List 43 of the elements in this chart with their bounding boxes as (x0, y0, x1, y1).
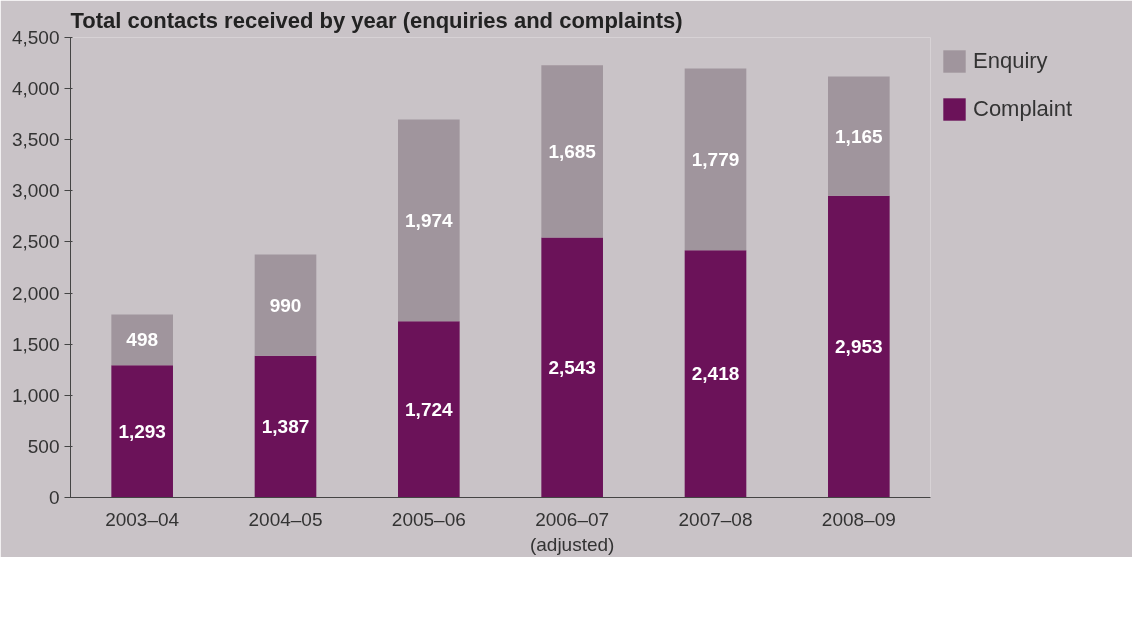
data-label: 990 (269, 294, 302, 316)
bar (684, 250, 747, 498)
bar (398, 119, 460, 322)
x-tick-label: 2003–04 (105, 508, 180, 530)
y-tick-label: 1,000 (11, 384, 60, 406)
y-tick-label: 4,000 (11, 78, 60, 100)
x-tick-label: 2006–07 (adjusted) (529, 508, 615, 555)
legend-label: Complaint (973, 96, 1073, 122)
data-label: 1,293 (118, 420, 166, 442)
bar (254, 254, 317, 356)
bar (541, 237, 603, 498)
data-label: 2,543 (548, 357, 596, 379)
bar (398, 321, 460, 498)
bar (828, 76, 890, 196)
y-tick-label: 3,000 (11, 180, 60, 202)
y-tick-label: 0 (48, 487, 60, 508)
bar (541, 65, 603, 238)
bar (828, 195, 890, 498)
data-label: 2,418 (691, 363, 740, 385)
chart-title: Total contacts received by year (enquiries and complaints) (70, 7, 683, 33)
bar (684, 68, 747, 251)
legend-label: Enquiry (973, 48, 1048, 74)
y-tick-label: 4,500 (11, 27, 60, 48)
data-label: 1,779 (691, 148, 740, 170)
data-label: 1,724 (405, 398, 454, 420)
x-tick-label: 2005–06 (391, 508, 466, 530)
data-label: 1,685 (548, 140, 597, 162)
bar (254, 355, 317, 498)
x-tick-label: 2007–08 (678, 508, 753, 530)
data-label: 1,974 (405, 209, 454, 231)
y-tick-label: 2,500 (11, 231, 60, 253)
y-tick-label: 2,000 (11, 282, 60, 304)
data-label: 1,387 (261, 416, 310, 438)
y-tick-label: 500 (27, 435, 60, 457)
x-tick-label: 2004–05 (248, 508, 323, 530)
data-label: 2,953 (835, 336, 883, 358)
y-tick-label: 1,500 (11, 333, 60, 355)
x-tick-label: 2008–09 (821, 508, 896, 530)
data-label: 1,165 (835, 125, 884, 147)
data-label: 498 (126, 329, 159, 351)
bar (111, 365, 173, 498)
bar (111, 314, 173, 366)
y-tick-label: 3,500 (11, 129, 60, 151)
